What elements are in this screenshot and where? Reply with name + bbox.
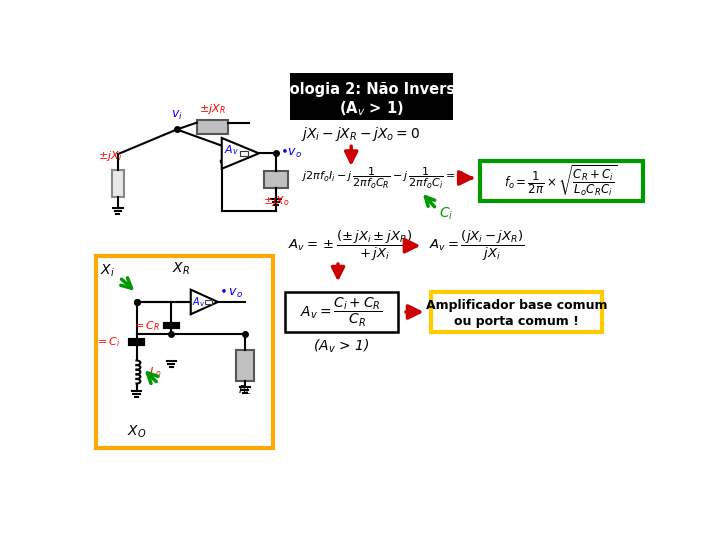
Text: $f_o = \dfrac{1}{2\pi}\times\sqrt{\dfrac{C_R+C_i}{L_o C_R C_i}}$: $f_o = \dfrac{1}{2\pi}\times\sqrt{\dfrac… bbox=[505, 164, 618, 198]
Text: $A_v$: $A_v$ bbox=[192, 295, 205, 309]
Text: $j2\pi f_o I_i - j\,\dfrac{1}{2\pi f_o C_R} - j\,\dfrac{1}{2\pi f_o C_i} = 0$: $j2\pi f_o I_i - j\,\dfrac{1}{2\pi f_o C… bbox=[301, 165, 464, 191]
Text: $\pm jX_R$: $\pm jX_R$ bbox=[199, 102, 226, 116]
Bar bbox=[235, 350, 254, 381]
Text: $A_v = \dfrac{(jX_i - jX_R)}{jX_i}$: $A_v = \dfrac{(jX_i - jX_R)}{jX_i}$ bbox=[428, 228, 524, 263]
Text: $=C_i$: $=C_i$ bbox=[96, 335, 121, 349]
Bar bbox=[431, 292, 601, 332]
Text: $A_v = \pm\dfrac{(\pm\,jX_i \pm jX_R)}{+\,jX_i}$: $A_v = \pm\dfrac{(\pm\,jX_i \pm jX_R)}{+… bbox=[287, 228, 413, 263]
Text: $R_L$: $R_L$ bbox=[238, 383, 252, 397]
Bar bbox=[205, 300, 212, 303]
Bar bbox=[96, 256, 273, 448]
Text: $A_v$: $A_v$ bbox=[225, 144, 239, 157]
Text: Amplificador base comum: Amplificador base comum bbox=[426, 299, 607, 312]
Text: $X_R$: $X_R$ bbox=[173, 261, 190, 277]
Bar bbox=[480, 161, 642, 201]
Bar bbox=[264, 171, 289, 188]
Text: (A$_v$ > 1): (A$_v$ > 1) bbox=[339, 99, 404, 118]
Text: $L_o$: $L_o$ bbox=[149, 365, 161, 379]
Text: $X_i$: $X_i$ bbox=[99, 262, 114, 279]
Bar bbox=[285, 292, 397, 332]
Text: C$_i$: C$_i$ bbox=[438, 205, 453, 221]
Bar bbox=[290, 72, 453, 120]
Polygon shape bbox=[191, 289, 218, 314]
Text: $v_i$: $v_i$ bbox=[171, 109, 183, 122]
Text: $jX_i - jX_R - jX_o = 0$: $jX_i - jX_R - jX_o = 0$ bbox=[301, 125, 420, 143]
Text: $=C_R$: $=C_R$ bbox=[132, 319, 161, 333]
Text: ou porta comum !: ou porta comum ! bbox=[454, 315, 579, 328]
Text: (A$_v$ > 1): (A$_v$ > 1) bbox=[313, 337, 369, 355]
Text: Topologia 2: Não Inversora: Topologia 2: Não Inversora bbox=[261, 82, 482, 97]
Bar bbox=[197, 120, 228, 134]
Bar bbox=[240, 151, 248, 156]
Bar bbox=[112, 170, 124, 197]
Text: $\bullet v_o$: $\bullet v_o$ bbox=[280, 147, 302, 160]
Text: $X_O$: $X_O$ bbox=[127, 424, 146, 440]
Text: $\bullet\,v_o$: $\bullet\,v_o$ bbox=[220, 287, 243, 300]
Polygon shape bbox=[222, 138, 259, 168]
Text: $\pm jX_o$: $\pm jX_o$ bbox=[263, 194, 289, 208]
Text: $A_v = \dfrac{C_i + C_R}{C_R}$: $A_v = \dfrac{C_i + C_R}{C_R}$ bbox=[300, 295, 382, 328]
Text: $\pm jX_i$: $\pm jX_i$ bbox=[98, 150, 122, 164]
